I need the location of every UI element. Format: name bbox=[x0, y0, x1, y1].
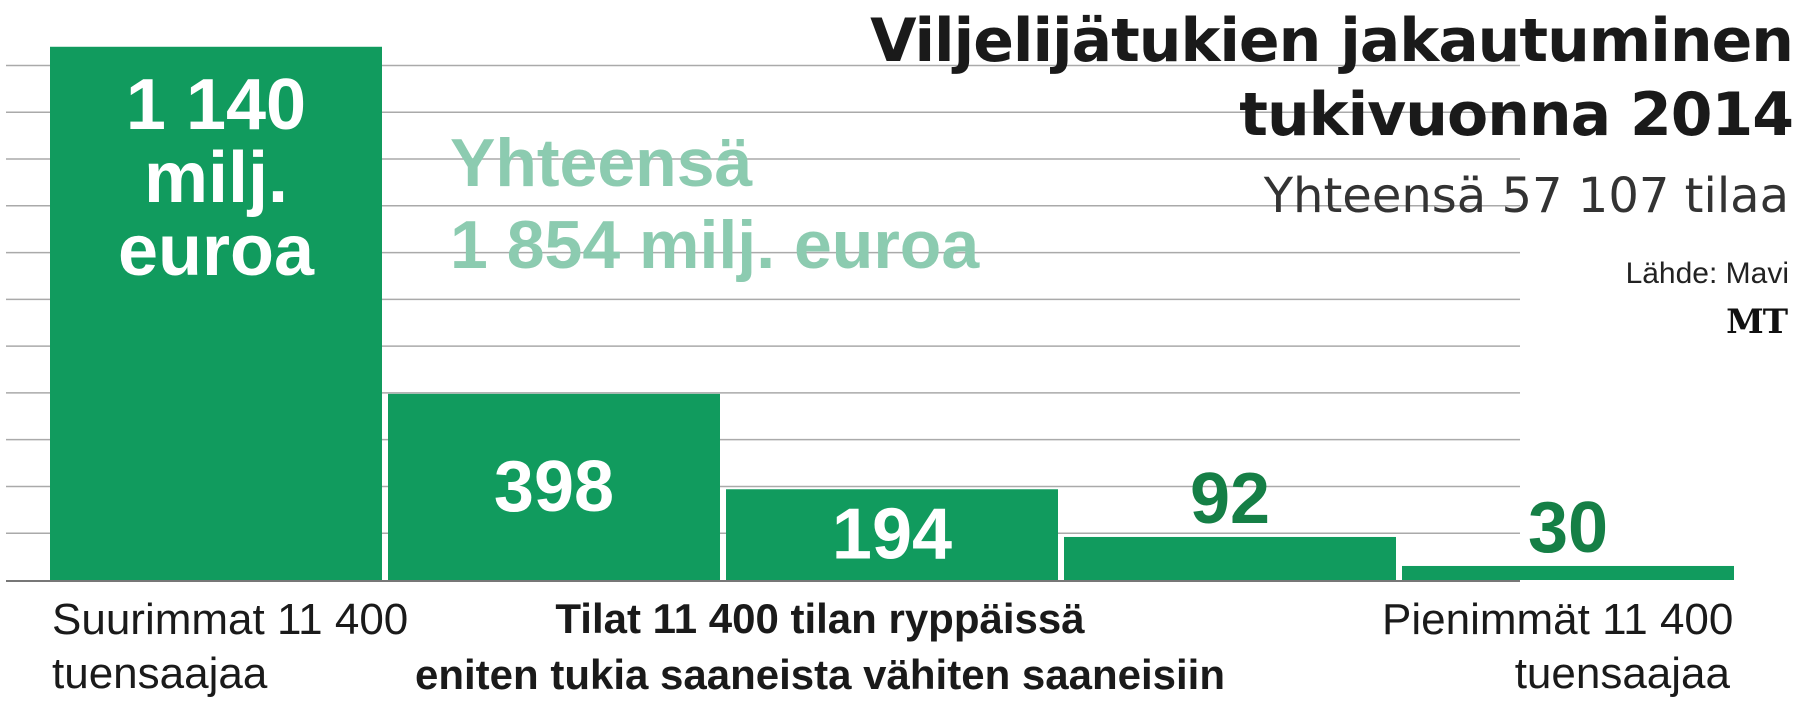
chart-title: Viljelijätukien jakautuminen tukivuonna … bbox=[870, 4, 1794, 152]
bar-value-label-4: 92 bbox=[1190, 459, 1270, 539]
bar-value-label-3: 194 bbox=[832, 495, 952, 575]
x-caption-right-line1: Pienimmät 11 400 bbox=[1382, 595, 1734, 644]
bar-value-label-5: 30 bbox=[1528, 488, 1608, 568]
x-caption-left-line2: tuensaajaa bbox=[52, 649, 268, 698]
bar-3 bbox=[726, 489, 1058, 580]
x-caption-left-line1: Suurimmat 11 400 bbox=[52, 595, 409, 644]
chart-title-line2: tukivuonna 2014 bbox=[1239, 80, 1794, 150]
total-value: 1 854 milj. euroa bbox=[450, 207, 980, 283]
bar-2 bbox=[388, 393, 720, 580]
x-caption-right: Pienimmät 11 400 tuensaajaa bbox=[1382, 593, 1734, 701]
total-label: Yhteensä bbox=[450, 125, 753, 201]
bar-4 bbox=[1064, 536, 1396, 580]
bar-1 bbox=[50, 46, 382, 581]
x-caption-right-line2: tuensaajaa bbox=[1514, 649, 1730, 698]
source-note: Lähde: Mavi bbox=[1625, 257, 1789, 290]
publisher-logo: MT bbox=[1726, 302, 1788, 342]
total-annotation: Yhteensä 1 854 milj. euroa bbox=[450, 122, 979, 286]
x-caption-middle-line1: Tilat 11 400 tilan ryppäissä bbox=[555, 595, 1085, 642]
bar-value-labels: 1 140 milj. euroa 398 194 92 30 bbox=[118, 65, 1608, 575]
bar-5 bbox=[1402, 565, 1734, 580]
bars bbox=[50, 46, 1734, 581]
bar-value-label-1: 1 140 milj. euroa bbox=[118, 65, 315, 291]
chart-subtitle: Yhteensä 57 107 tilaa bbox=[1263, 168, 1789, 224]
x-caption-middle-line2: eniten tukia saaneista vähiten saaneisii… bbox=[415, 651, 1225, 698]
x-caption-left: Suurimmat 11 400 tuensaajaa bbox=[52, 593, 408, 701]
x-caption-middle: Tilat 11 400 tilan ryppäissä eniten tuki… bbox=[350, 591, 1290, 703]
chart-title-line1: Viljelijätukien jakautuminen bbox=[870, 6, 1794, 76]
bar-value-label-2: 398 bbox=[494, 447, 614, 527]
